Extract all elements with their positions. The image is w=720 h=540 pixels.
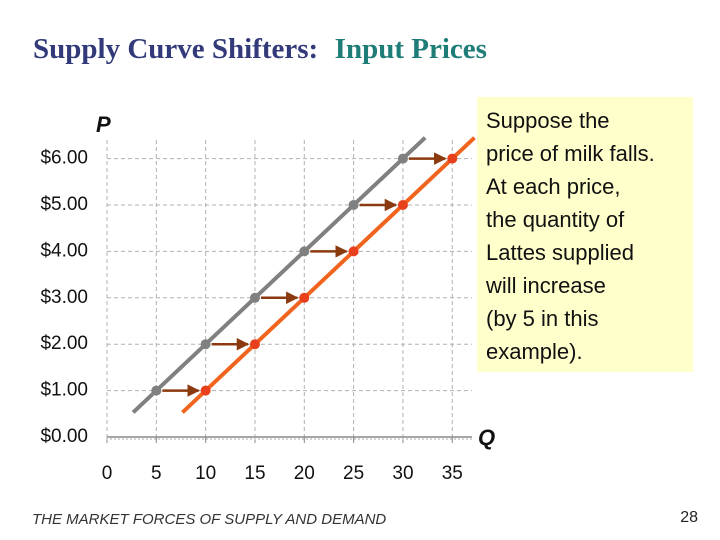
supply-curve [154, 157, 405, 393]
point [249, 292, 260, 303]
x-tick-label: 30 [392, 463, 413, 484]
point [200, 385, 211, 396]
point [249, 339, 260, 350]
annotation-line: example). [486, 339, 583, 364]
supply-extension [131, 389, 158, 414]
footer: THE MARKET FORCES OF SUPPLY AND DEMAND [32, 511, 386, 528]
annotation-box [477, 97, 693, 372]
point [397, 199, 408, 210]
point [447, 153, 458, 164]
x-tick-label: 10 [195, 463, 216, 484]
annotation-line: Lattes supplied [486, 240, 634, 265]
supply-curve [204, 157, 454, 393]
annotation-line: At each price, [486, 174, 621, 199]
annotation: Suppose the price of milk falls. At each p… [485, 108, 655, 364]
annotation-line: (by 5 in this [486, 306, 599, 331]
x-tick-label: 20 [294, 463, 315, 484]
point [397, 153, 408, 164]
supply-extension [401, 136, 427, 161]
point [348, 246, 359, 257]
annotation-line: Suppose the [486, 108, 610, 133]
y-tick-label: $4.00 [40, 240, 88, 261]
x-axis-label: Q [478, 425, 495, 450]
annotation-line: the quantity of [486, 207, 625, 232]
annotation-line: will increase [485, 273, 606, 298]
page-number: 28 [680, 509, 698, 526]
point [299, 292, 310, 303]
x-tick-label: 25 [343, 463, 364, 484]
y-tick-label: $0.00 [40, 426, 88, 447]
x-tick-label: 0 [102, 463, 113, 484]
y-tick-label: $5.00 [40, 194, 88, 215]
point [299, 246, 310, 257]
title-part1: Supply Curve Shifters: [33, 33, 318, 65]
y-tick-label: $2.00 [40, 333, 88, 354]
supply-extension [181, 389, 208, 414]
x-tick-label: 35 [442, 463, 463, 484]
y-tick-label: $6.00 [40, 148, 88, 169]
y-axis-label: P [96, 112, 111, 137]
point [348, 199, 359, 210]
x-tick-label: 15 [244, 463, 265, 484]
supply-extension [450, 136, 476, 161]
y-tick-label: $3.00 [40, 287, 88, 308]
y-tick-label: $1.00 [40, 380, 88, 401]
point [151, 385, 162, 396]
x-tick-label: 5 [151, 463, 162, 484]
slide-title: Supply Curve Shifters: Input Prices [33, 33, 487, 65]
title-part2: Input Prices [335, 33, 487, 65]
annotation-line: price of milk falls. [486, 141, 655, 166]
point [200, 339, 211, 350]
